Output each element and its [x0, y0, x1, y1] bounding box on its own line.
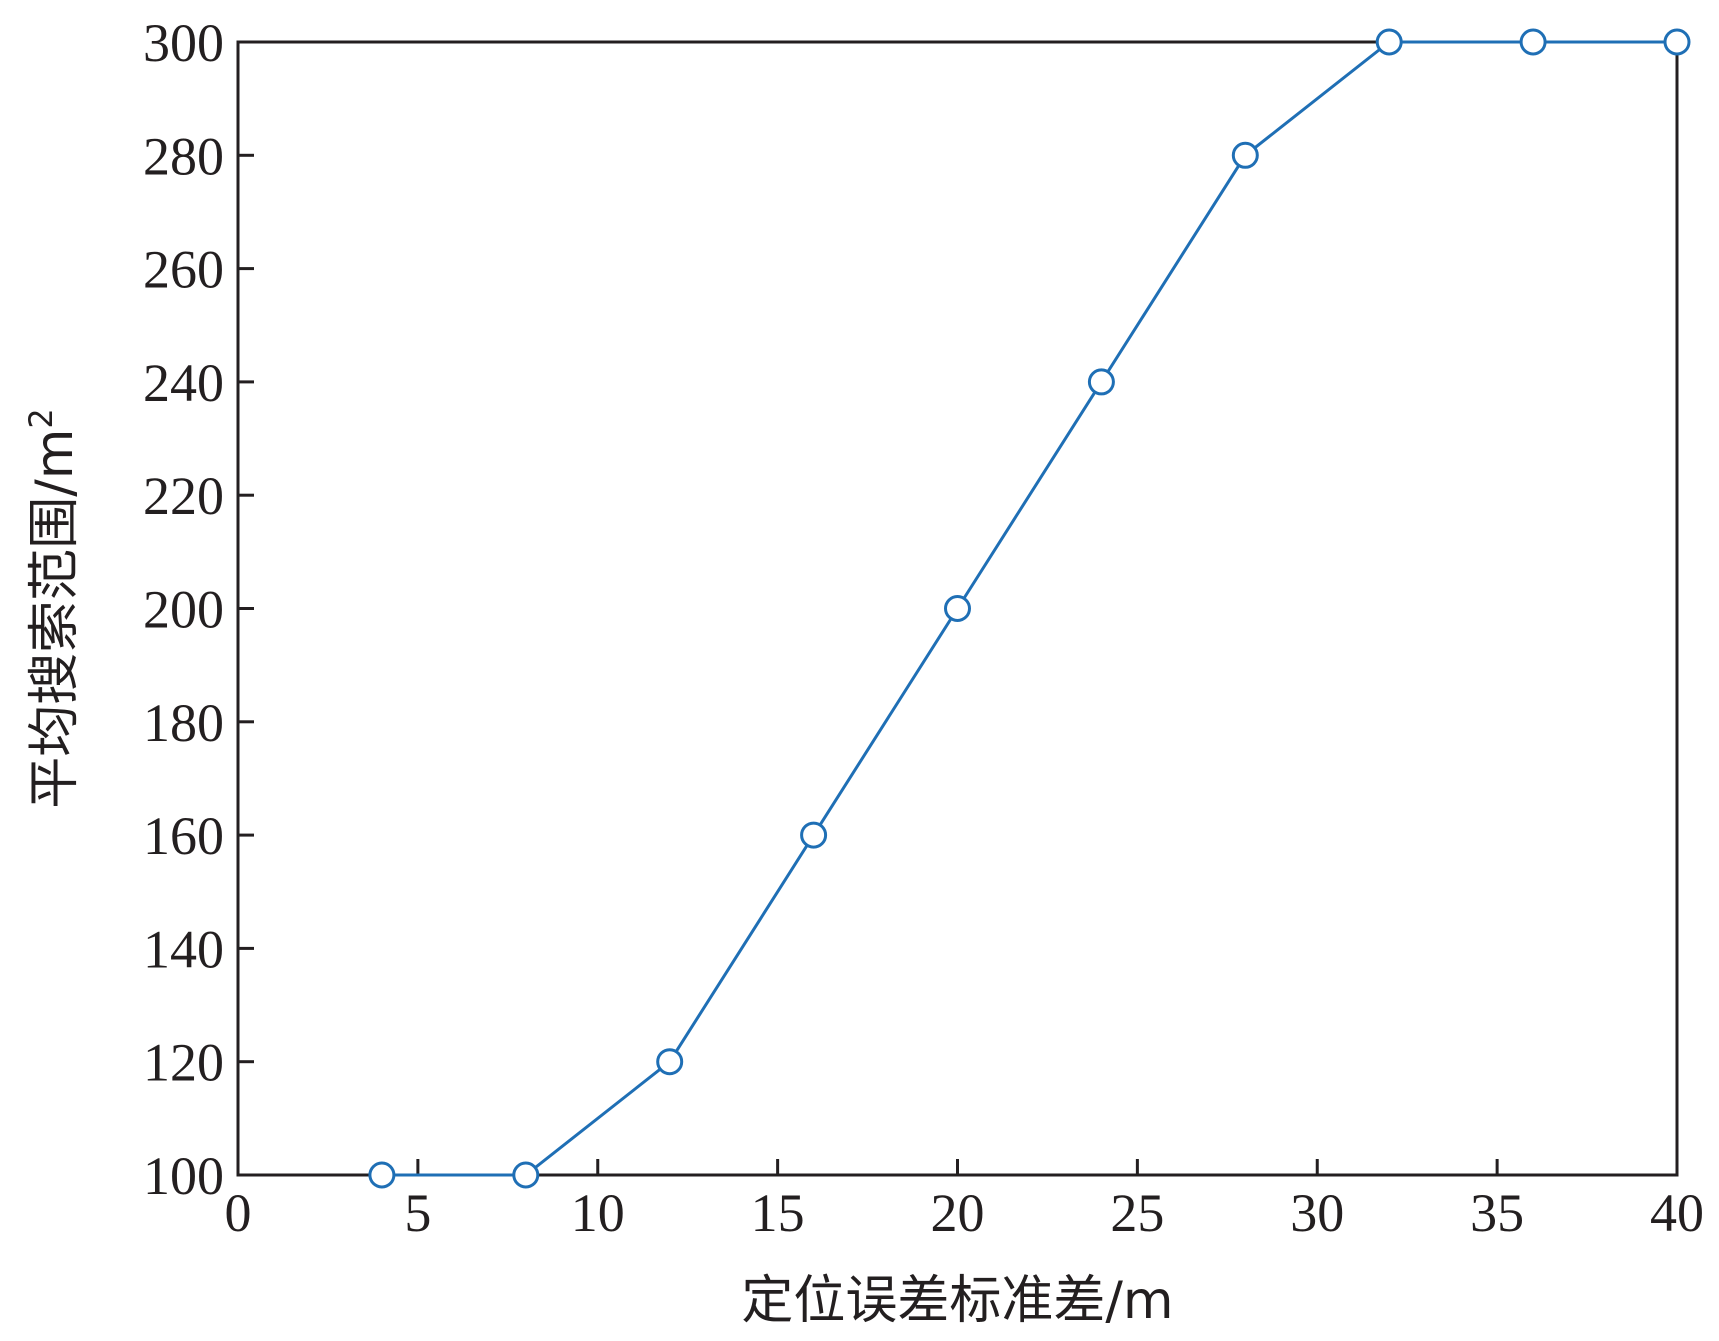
- x-tick-label: 0: [225, 1183, 252, 1243]
- data-point-marker: [944, 595, 971, 622]
- x-tick-label: 30: [1290, 1183, 1344, 1243]
- y-tick-label: 200: [143, 580, 224, 640]
- y-tick-label: 240: [143, 353, 224, 413]
- y-tick-label: 160: [143, 806, 224, 866]
- data-point-marker: [368, 1161, 396, 1189]
- x-tick-label: 15: [751, 1183, 805, 1243]
- x-tick-label: 5: [404, 1183, 431, 1243]
- series-markers: [368, 28, 1691, 1189]
- y-tick-label: 180: [143, 693, 224, 753]
- x-tick-label: 35: [1470, 1183, 1524, 1243]
- data-point-marker: [512, 1161, 540, 1189]
- series-line: [381, 40, 1677, 1177]
- y-axis-title-superscript: 2: [22, 408, 60, 428]
- y-axis-title-text: 平均搜索范围/m: [25, 429, 85, 809]
- x-tick-label: 25: [1110, 1183, 1164, 1243]
- x-tick-label: 20: [931, 1183, 985, 1243]
- data-point-marker: [1375, 28, 1403, 56]
- x-tick-label: 40: [1650, 1183, 1704, 1243]
- axis-ticks: [236, 40, 1679, 1177]
- data-point-marker: [800, 821, 828, 849]
- data-point-marker: [1663, 28, 1691, 56]
- x-axis-title: 定位误差标准差/m: [741, 1271, 1173, 1331]
- y-axis-title: 平均搜索范围/m2: [22, 408, 85, 809]
- y-tick-label: 120: [143, 1033, 224, 1093]
- data-point-marker: [1519, 28, 1547, 56]
- axis-tick-labels: 0 5 10 15 20 25 30 35 40 100 120 140 160 180 200 220 240…: [143, 13, 1704, 1243]
- y-tick-label: 100: [143, 1146, 224, 1206]
- y-tick-label: 280: [143, 126, 224, 186]
- y-tick-label: 300: [143, 13, 224, 73]
- data-point-marker: [1087, 368, 1115, 396]
- data-point-marker: [656, 1048, 684, 1076]
- y-tick-label: 260: [143, 240, 224, 300]
- y-tick-label: 140: [143, 919, 224, 979]
- data-point-marker: [1231, 141, 1259, 169]
- y-tick-label: 220: [143, 466, 224, 526]
- x-tick-label: 10: [571, 1183, 625, 1243]
